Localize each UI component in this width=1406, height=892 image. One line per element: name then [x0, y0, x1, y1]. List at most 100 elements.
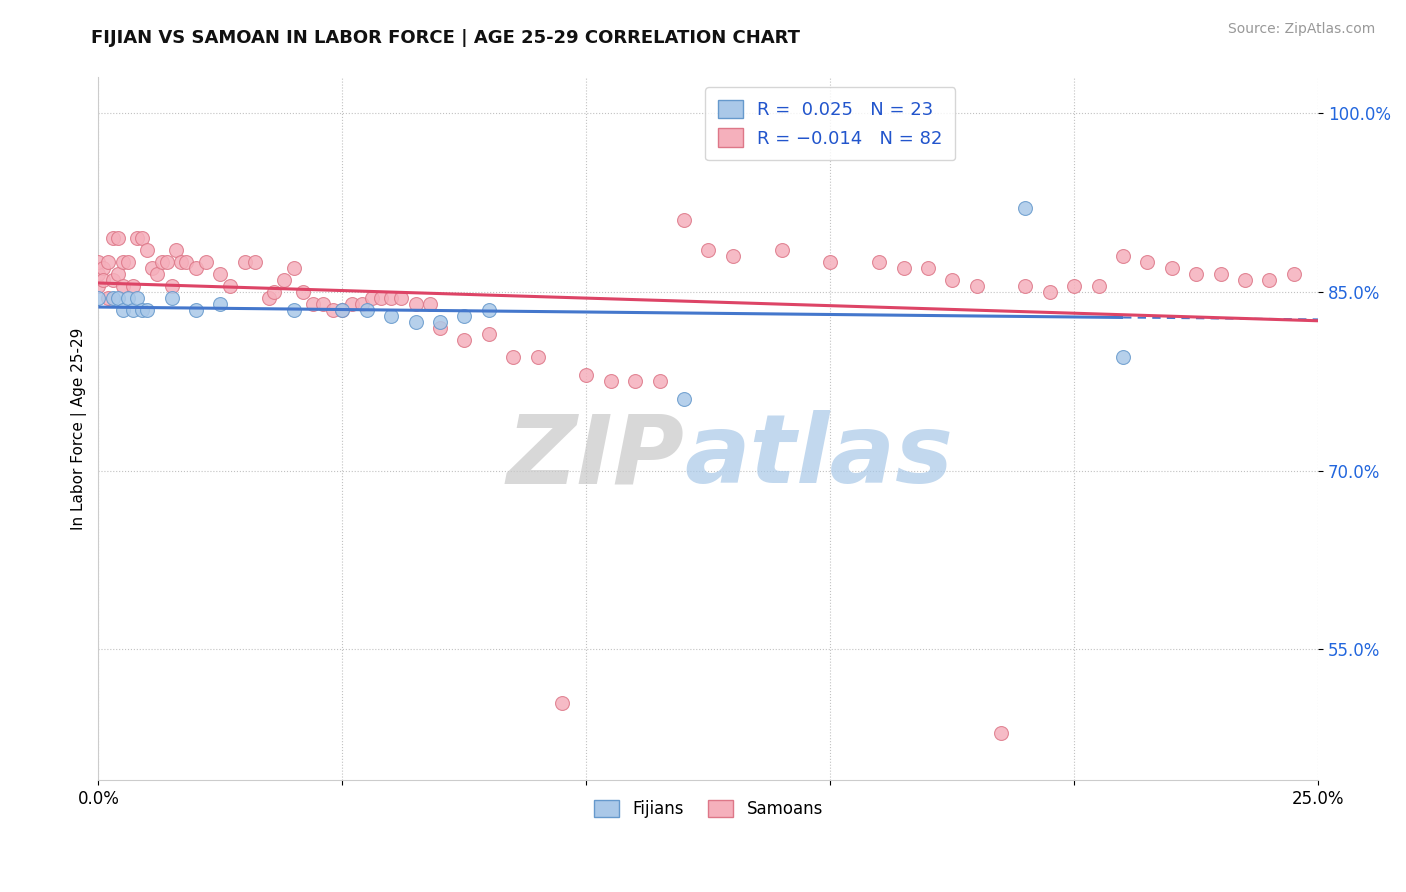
Point: [209, 267, 232, 281]
Point: [502, 351, 524, 365]
Point: [1112, 249, 1135, 263]
Point: [1014, 202, 1036, 216]
Point: [131, 231, 153, 245]
Text: Source: ZipAtlas.com: Source: ZipAtlas.com: [1227, 22, 1375, 37]
Point: [121, 302, 143, 317]
Point: [156, 255, 179, 269]
Point: [97, 291, 120, 305]
Point: [340, 297, 363, 311]
Point: [624, 374, 647, 388]
Point: [141, 261, 163, 276]
Point: [257, 291, 280, 305]
Text: FIJIAN VS SAMOAN IN LABOR FORCE | AGE 25-29 CORRELATION CHART: FIJIAN VS SAMOAN IN LABOR FORCE | AGE 25…: [91, 29, 800, 46]
Point: [150, 255, 173, 269]
Point: [101, 273, 124, 287]
Point: [1258, 273, 1281, 287]
Point: [419, 297, 441, 311]
Point: [1185, 267, 1208, 281]
Point: [917, 261, 939, 276]
Point: [820, 255, 842, 269]
Point: [966, 279, 988, 293]
Point: [941, 273, 963, 287]
Point: [360, 291, 382, 305]
Point: [478, 326, 501, 341]
Point: [111, 302, 134, 317]
Point: [1160, 261, 1182, 276]
Point: [283, 261, 305, 276]
Point: [91, 261, 114, 276]
Point: [184, 302, 207, 317]
Point: [101, 291, 124, 305]
Point: [131, 302, 153, 317]
Point: [233, 255, 256, 269]
Point: [136, 302, 159, 317]
Point: [697, 243, 720, 257]
Point: [107, 267, 129, 281]
Point: [1063, 279, 1085, 293]
Point: [380, 309, 402, 323]
Point: [478, 302, 501, 317]
Point: [1112, 351, 1135, 365]
Point: [107, 231, 129, 245]
Point: [117, 291, 139, 305]
Point: [672, 213, 695, 227]
Point: [721, 249, 744, 263]
Point: [107, 291, 129, 305]
Point: [350, 297, 373, 311]
Point: [283, 302, 305, 317]
Point: [302, 297, 325, 311]
Point: [429, 320, 451, 334]
Legend: Fijians, Samoans: Fijians, Samoans: [586, 793, 830, 825]
Point: [551, 696, 574, 710]
Point: [380, 291, 402, 305]
Point: [453, 333, 475, 347]
Point: [101, 231, 124, 245]
Point: [672, 392, 695, 406]
Point: [117, 255, 139, 269]
Point: [893, 261, 915, 276]
Point: [97, 255, 120, 269]
Point: [209, 297, 232, 311]
Point: [194, 255, 217, 269]
Point: [599, 374, 621, 388]
Point: [1282, 267, 1305, 281]
Point: [990, 725, 1012, 739]
Point: [292, 285, 315, 299]
Point: [868, 255, 890, 269]
Point: [1087, 279, 1109, 293]
Point: [389, 291, 412, 305]
Point: [770, 243, 793, 257]
Point: [111, 279, 134, 293]
Point: [127, 231, 149, 245]
Point: [1209, 267, 1232, 281]
Point: [322, 302, 344, 317]
Point: [160, 279, 183, 293]
Point: [170, 255, 193, 269]
Point: [405, 315, 427, 329]
Point: [1136, 255, 1159, 269]
Point: [312, 297, 335, 311]
Point: [370, 291, 392, 305]
Point: [273, 273, 295, 287]
Point: [165, 243, 187, 257]
Text: atlas: atlas: [683, 410, 953, 503]
Point: [127, 291, 149, 305]
Point: [111, 255, 134, 269]
Point: [243, 255, 266, 269]
Point: [429, 315, 451, 329]
Point: [91, 273, 114, 287]
Point: [1234, 273, 1257, 287]
Point: [356, 302, 378, 317]
Point: [146, 267, 169, 281]
Point: [87, 267, 110, 281]
Point: [405, 297, 427, 311]
Point: [87, 291, 110, 305]
Point: [330, 302, 353, 317]
Point: [136, 243, 159, 257]
Point: [453, 309, 475, 323]
Point: [121, 279, 143, 293]
Text: ZIP: ZIP: [506, 410, 683, 503]
Point: [160, 291, 183, 305]
Point: [526, 351, 548, 365]
Point: [184, 261, 207, 276]
